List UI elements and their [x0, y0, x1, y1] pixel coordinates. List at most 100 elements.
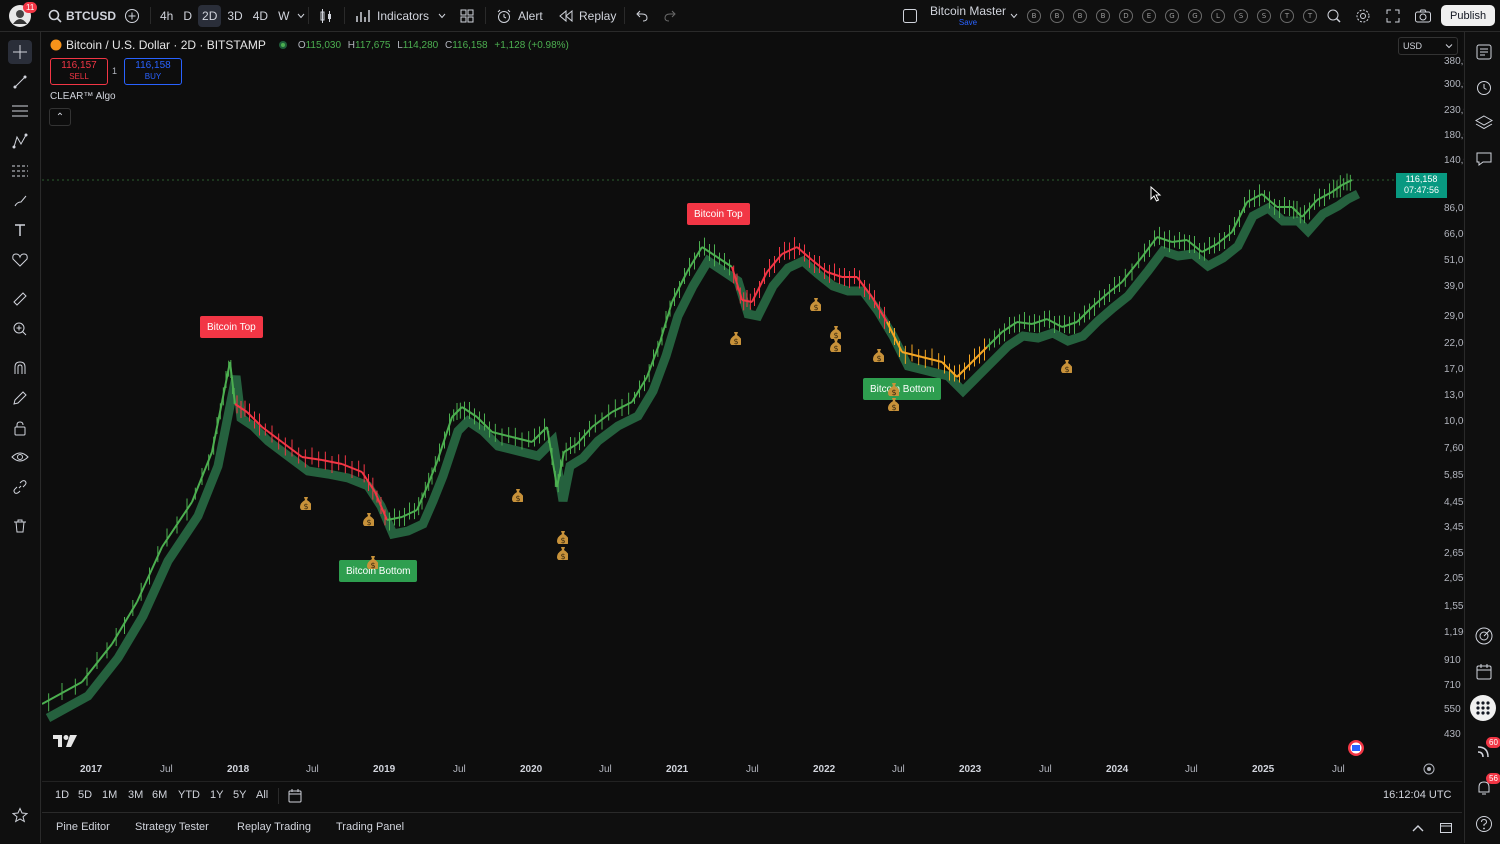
stay-drawing-tool[interactable]: [8, 386, 32, 410]
svg-text:$: $: [833, 344, 838, 352]
layout-dropdown[interactable]: [1010, 0, 1018, 31]
indicator-legend[interactable]: CLEAR™ Algo: [50, 91, 116, 102]
interval-3d[interactable]: 3D: [227, 8, 243, 23]
tab-pine-editor[interactable]: Pine Editor: [56, 821, 110, 833]
range-1m[interactable]: 1M: [102, 789, 118, 801]
tab-trading-panel[interactable]: Trading Panel: [336, 821, 405, 833]
tab-replay-trading[interactable]: Replay Trading: [237, 821, 311, 833]
utc-clock[interactable]: 16:12:04 UTC: [1383, 789, 1452, 801]
magnet-tool[interactable]: [8, 356, 32, 380]
fib-tool[interactable]: [8, 99, 32, 123]
pattern-tool[interactable]: [8, 129, 32, 153]
maximize-panel-icon[interactable]: [1439, 821, 1453, 835]
interval-4h[interactable]: 4h: [160, 8, 174, 23]
price-chart[interactable]: [42, 32, 1462, 780]
watchlist-symbol-8[interactable]: L: [1211, 8, 1225, 23]
forecast-tool[interactable]: [8, 159, 32, 183]
watchlist-symbol-12[interactable]: T: [1303, 8, 1317, 23]
chart-pane[interactable]: Bitcoin / U.S. Dollar · 2D · BITSTAMP O1…: [42, 32, 1480, 780]
interval-d[interactable]: D: [183, 8, 193, 23]
range-5y[interactable]: 5Y: [233, 789, 247, 801]
redo-button[interactable]: [662, 0, 678, 31]
price-tick-label: 22,000: [1444, 338, 1475, 349]
last-price-badge: 116,158 07:47:56: [1396, 173, 1447, 198]
apps-button[interactable]: [1470, 695, 1496, 721]
calendar-button[interactable]: [1472, 660, 1496, 684]
indicators-button[interactable]: Indicators: [355, 0, 429, 31]
range-1d[interactable]: 1D: [55, 789, 70, 801]
price-tick-label: 17,000: [1444, 364, 1475, 375]
collapse-legend-button[interactable]: ⌃: [49, 108, 71, 126]
replay-button[interactable]: Replay: [558, 0, 616, 31]
object-tree-button[interactable]: [1472, 111, 1496, 135]
watchlist-symbol-0[interactable]: B: [1027, 8, 1041, 23]
interval-2d[interactable]: 2D: [198, 4, 222, 27]
layout-selector[interactable]: [902, 0, 918, 31]
range-6m[interactable]: 6M: [152, 789, 168, 801]
link-drawings-tool[interactable]: [8, 475, 32, 499]
watchlist-button[interactable]: [1472, 40, 1496, 64]
settings-button[interactable]: [1355, 0, 1371, 31]
watchlist-symbol-4[interactable]: D: [1119, 8, 1133, 23]
scale-settings-button[interactable]: [1422, 762, 1436, 776]
watchlist-symbol-5[interactable]: E: [1142, 8, 1156, 23]
hide-drawings-tool[interactable]: [8, 445, 32, 469]
alerts-button[interactable]: [1472, 75, 1496, 99]
indicators-dropdown[interactable]: [438, 0, 446, 31]
range-ytd[interactable]: YTD: [178, 789, 200, 801]
range-all[interactable]: All: [256, 789, 269, 801]
chats-button[interactable]: [1472, 147, 1496, 171]
notifications-button[interactable]: 56: [1472, 773, 1500, 800]
range-3m[interactable]: 3M: [128, 789, 144, 801]
sell-button[interactable]: 116,157 SELL: [50, 58, 108, 85]
compare-button[interactable]: [124, 0, 140, 31]
watchlist-symbol-9[interactable]: S: [1234, 8, 1248, 23]
watchlist-symbol-10[interactable]: S: [1257, 8, 1271, 23]
layouts-button[interactable]: [459, 0, 475, 31]
snapshot-button[interactable]: [1414, 0, 1432, 31]
watchlist-symbol-1[interactable]: B: [1050, 8, 1064, 23]
watchlist-symbol-2[interactable]: B: [1073, 8, 1087, 23]
brush-tool[interactable]: [8, 189, 32, 213]
chevron-up-icon[interactable]: [1411, 822, 1425, 834]
zoom-tool[interactable]: [8, 317, 32, 341]
currency-selector[interactable]: USD: [1398, 37, 1458, 55]
undo-button[interactable]: [634, 0, 650, 31]
tradingview-logo-icon[interactable]: [52, 734, 78, 748]
interval-w[interactable]: W: [278, 8, 290, 23]
layout-name[interactable]: Bitcoin Master Save: [928, 4, 1008, 27]
hotlists-button[interactable]: [1472, 624, 1496, 648]
user-avatar[interactable]: 11: [8, 0, 38, 31]
trend-line-tool[interactable]: [8, 70, 32, 94]
publish-button[interactable]: Publish: [1441, 5, 1496, 26]
watchlist-symbol-3[interactable]: B: [1096, 8, 1110, 23]
remove-drawings-tool[interactable]: [8, 514, 32, 538]
watchlist-symbol-6[interactable]: G: [1165, 8, 1179, 23]
chevron-down-icon: [1010, 13, 1018, 18]
interval-4d[interactable]: 4D: [252, 8, 269, 23]
quick-search-button[interactable]: [1326, 0, 1342, 31]
crosshair-tool[interactable]: [8, 40, 32, 64]
buy-button[interactable]: 116,158 BUY: [124, 58, 182, 85]
watchlist-symbol-7[interactable]: G: [1188, 8, 1202, 23]
range-5d[interactable]: 5D: [78, 789, 93, 801]
icon-tool[interactable]: [8, 248, 32, 272]
fullscreen-button[interactable]: [1385, 0, 1401, 31]
alert-button[interactable]: Alert: [496, 0, 543, 31]
text-tool[interactable]: [8, 218, 32, 242]
ideas-stream-button[interactable]: 60: [1472, 737, 1500, 763]
goto-date-icon[interactable]: [287, 788, 303, 804]
favorites-tool[interactable]: [8, 803, 32, 827]
symbol-search[interactable]: BTCUSD: [48, 0, 116, 31]
tab-strategy-tester[interactable]: Strategy Tester: [135, 821, 209, 833]
watchlist-symbol-11[interactable]: T: [1280, 8, 1294, 23]
measure-tool[interactable]: [8, 287, 32, 311]
series-legend[interactable]: Bitcoin / U.S. Dollar · 2D · BITSTAMP O1…: [50, 38, 569, 52]
money-bag-icon: $: [830, 339, 841, 352]
events-flag-icon[interactable]: [1343, 739, 1367, 757]
interval-dropdown[interactable]: [293, 5, 309, 27]
range-1y[interactable]: 1Y: [210, 789, 224, 801]
chart-type-button[interactable]: [318, 0, 334, 31]
lock-drawings-tool[interactable]: [8, 416, 32, 440]
help-button[interactable]: [1472, 812, 1496, 836]
